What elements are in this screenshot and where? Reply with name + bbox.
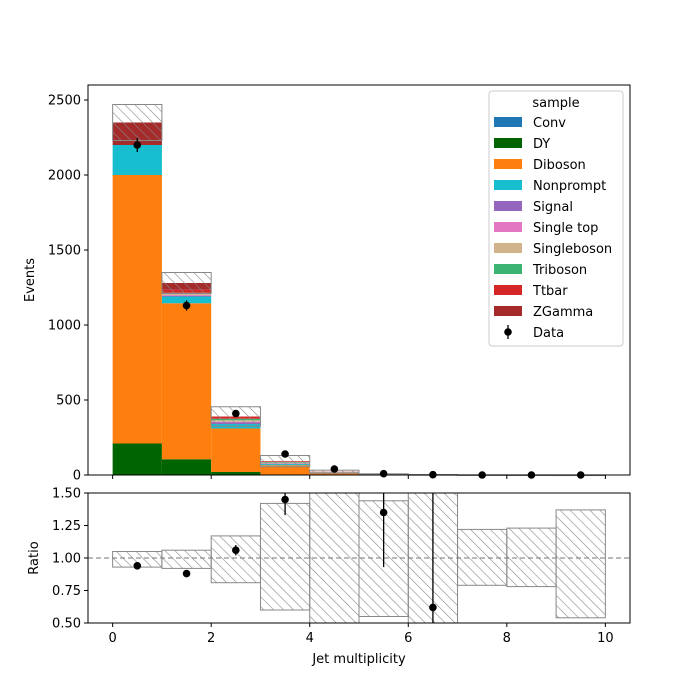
- x-tick-label: 4: [306, 631, 314, 646]
- legend-data-marker: [504, 328, 512, 336]
- bar-single-top-bin-1: [161, 295, 212, 296]
- ratio-y-ticks: 0.50 0.75 1.00 1.25 1.50: [52, 487, 88, 632]
- bar-signal-bin-1: [161, 295, 212, 297]
- x-tick-label: 8: [503, 631, 511, 646]
- bar-diboson-bin-1: [161, 303, 212, 460]
- main-y-axis-label: Events: [23, 258, 38, 302]
- legend-label: ZGamma: [533, 305, 593, 320]
- data-point: [330, 465, 339, 473]
- main-x-ticks: [112, 475, 606, 479]
- ratio-band-bin-9: [555, 509, 606, 619]
- legend-swatch-nonprompt: [494, 180, 522, 190]
- ratio-band-bin-2: [210, 535, 261, 584]
- ratio-y-tick-label: 1.50: [52, 487, 81, 502]
- legend-frame: [488, 90, 624, 347]
- legend-swatch-triboson: [494, 264, 522, 274]
- legend-label: Conv: [533, 116, 566, 131]
- ratio-point: [232, 546, 240, 554]
- legend-swatch-zgamma: [494, 306, 522, 316]
- main-y-ticks: 0 500 1000 1500 2000 2500: [48, 94, 88, 484]
- ratio-band-bin-7: [457, 528, 508, 586]
- ratio-y-tick-label: 1.25: [52, 519, 81, 534]
- bar-dy-bin-2: [211, 472, 261, 475]
- main-y-tick-label: 0: [73, 469, 81, 484]
- legend-swatch-dy: [494, 138, 522, 148]
- legend: sample Conv DY Diboson Nonprompt Signal Singl…: [488, 90, 624, 347]
- bar-dy-bin-0: [112, 443, 162, 475]
- x-tick-label: 6: [404, 631, 412, 646]
- x-tick-label: 2: [207, 631, 215, 646]
- legend-label: Triboson: [532, 263, 587, 278]
- ratio-point: [429, 603, 437, 612]
- ratio-plot-panel: 0.50 0.75 1.00 1.25 1.50 0 2 4 6 8 10 Ratio Jet m…: [27, 487, 631, 667]
- main-y-tick-label: 2500: [48, 94, 81, 109]
- legend-label: Diboson: [533, 158, 586, 173]
- data-point: [182, 301, 191, 310]
- legend-label: Ttbar: [532, 284, 568, 299]
- bar-singleboson-bin-1: [161, 293, 212, 295]
- x-tick-label: 10: [597, 631, 614, 646]
- legend-label: Data: [533, 326, 564, 341]
- data-point: [379, 469, 388, 478]
- legend-swatch-single-top: [494, 222, 522, 232]
- legend-swatch-signal: [494, 201, 522, 211]
- legend-label: Singleboson: [533, 242, 612, 257]
- ratio-band-bin-4: [309, 492, 360, 624]
- bar-dy-bin-1: [161, 459, 212, 475]
- data-point: [281, 450, 289, 458]
- ratio-x-ticks: 0 2 4 6 8 10: [108, 623, 614, 646]
- legend-swatch-ttbar: [494, 285, 522, 295]
- legend-entries: Conv DY Diboson Nonprompt Signal Single top Si…: [494, 116, 612, 341]
- x-axis-label: Jet multiplicity: [311, 652, 406, 667]
- legend-label: DY: [533, 137, 550, 152]
- data-point: [133, 141, 142, 149]
- legend-label: Single top: [533, 221, 598, 236]
- bar-diboson-bin-2: [211, 428, 261, 472]
- ratio-point: [379, 508, 388, 517]
- legend-label: Signal: [533, 200, 573, 215]
- bar-diboson-bin-4: [309, 473, 359, 475]
- main-axes-frame: [87, 84, 631, 476]
- bar-diboson-bin-0: [112, 175, 162, 444]
- ratio-y-axis-label: Ratio: [27, 541, 42, 574]
- data-point: [232, 409, 240, 418]
- legend-swatch-singleboson: [494, 243, 522, 253]
- legend-label: Nonprompt: [533, 179, 606, 194]
- legend-title: sample: [532, 96, 579, 111]
- bar-nonprompt-bin-1: [161, 296, 212, 304]
- bar-diboson-bin-3: [260, 465, 310, 475]
- legend-swatch-conv: [494, 117, 522, 127]
- main-y-tick-label: 500: [56, 394, 81, 409]
- main-y-tick-label: 1000: [48, 319, 81, 334]
- ratio-point: [281, 495, 289, 504]
- mc-uncertainty-bin-1: [161, 272, 212, 294]
- main-y-tick-label: 2000: [48, 169, 81, 184]
- ratio-point: [182, 569, 191, 578]
- legend-swatch-diboson: [494, 159, 522, 169]
- ratio-points: [133, 493, 437, 623]
- ratio-y-tick-label: 0.50: [52, 617, 81, 632]
- main-plot-panel: 0 500 1000 1500 2000 2500 Events: [23, 84, 631, 484]
- x-tick-label: 0: [108, 631, 116, 646]
- ratio-band-bin-8: [506, 527, 557, 588]
- ratio-y-tick-label: 0.75: [52, 584, 81, 599]
- ratio-point: [133, 562, 142, 570]
- main-y-tick-label: 1500: [48, 244, 81, 259]
- ratio-y-tick-label: 1.00: [52, 552, 81, 567]
- mc-uncertainty-bin-0: [112, 104, 163, 141]
- ratio-band-bin-1: [161, 549, 212, 569]
- ratio-band-bin-3: [259, 502, 311, 611]
